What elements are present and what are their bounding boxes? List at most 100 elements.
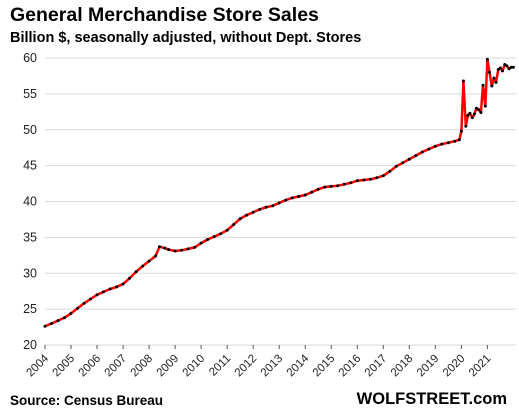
data-point <box>466 113 470 117</box>
data-point <box>474 106 478 110</box>
data-point <box>461 79 465 83</box>
data-point <box>316 187 320 191</box>
data-point <box>446 141 450 145</box>
data-point <box>251 210 255 214</box>
y-tick-label: 20 <box>23 338 37 352</box>
data-point <box>490 84 494 88</box>
data-point <box>368 177 372 181</box>
data-point <box>509 65 513 69</box>
x-tick-label: 2012 <box>233 353 260 380</box>
x-tick-label: 2018 <box>389 353 416 380</box>
data-point <box>63 316 66 320</box>
data-point <box>481 83 485 87</box>
x-axis: 2004 2005 2006 2007 2008 2009 2010 2011 2012 2013… <box>25 345 494 380</box>
data-point <box>121 282 125 286</box>
data-point <box>264 205 268 209</box>
data-point <box>290 196 294 200</box>
y-tick-label: 35 <box>23 230 37 244</box>
data-point <box>245 213 249 217</box>
y-tick-label: 55 <box>23 87 37 101</box>
data-point <box>141 264 145 268</box>
data-point <box>180 248 184 252</box>
y-tick-label: 25 <box>23 302 37 316</box>
source-note: Source: Census Bureau <box>10 393 164 408</box>
data-point <box>82 301 86 305</box>
data-point <box>284 198 288 202</box>
x-tick-label: 2011 <box>207 353 233 379</box>
data-point <box>199 241 203 245</box>
y-axis: 20 25 30 35 40 45 50 55 60 <box>23 51 37 352</box>
data-point <box>488 70 491 74</box>
data-point <box>154 254 158 258</box>
data-point <box>420 150 424 154</box>
data-point <box>56 319 60 323</box>
x-tick-label: 2008 <box>129 353 156 380</box>
data-point <box>115 285 119 289</box>
plot-area <box>43 57 515 328</box>
data-point <box>485 57 489 61</box>
data-point <box>457 138 461 142</box>
data-point <box>464 124 468 128</box>
data-point <box>206 238 210 241</box>
data-point <box>50 322 53 325</box>
data-point <box>163 246 167 250</box>
data-point <box>507 67 511 71</box>
data-point <box>323 185 327 189</box>
data-point <box>108 287 112 291</box>
data-point <box>501 69 504 73</box>
x-tick-label: 2007 <box>103 353 130 380</box>
data-point <box>238 217 242 221</box>
data-point <box>271 204 275 208</box>
data-point <box>219 232 223 236</box>
x-tick-label: 2016 <box>337 353 364 380</box>
data-point <box>375 176 379 180</box>
data-point <box>212 235 216 239</box>
data-point <box>496 68 500 71</box>
x-tick-label: 2020 <box>441 353 468 380</box>
x-tick-label: 2010 <box>181 353 208 380</box>
x-tick-label: 2014 <box>285 352 312 379</box>
data-point <box>505 64 509 68</box>
data-point <box>494 80 498 84</box>
data-point <box>134 270 138 274</box>
x-tick-label: 2006 <box>77 353 104 380</box>
data-point <box>498 66 502 70</box>
data-point <box>43 324 47 328</box>
data-point <box>277 201 281 205</box>
data-point <box>362 178 366 182</box>
data-point <box>477 108 481 112</box>
data-point <box>102 290 105 294</box>
data-point <box>394 164 398 168</box>
data-point <box>193 245 197 249</box>
data-point <box>427 147 431 151</box>
data-point <box>492 76 496 80</box>
data-point <box>342 182 346 186</box>
x-tick-label: 2021 <box>467 353 494 380</box>
data-point <box>407 157 411 161</box>
data-point <box>479 111 483 114</box>
data-point <box>69 311 73 315</box>
x-tick-label: 2009 <box>155 353 182 380</box>
data-point <box>433 144 437 148</box>
data-point <box>453 139 457 143</box>
chart-title: General Merchandise Store Sales <box>10 4 319 26</box>
data-point <box>381 174 385 178</box>
data-point <box>414 154 418 158</box>
data-point <box>186 247 190 251</box>
data-point <box>258 207 262 211</box>
brand-watermark: WOLFSTREET.com <box>356 390 507 408</box>
y-tick-label: 45 <box>23 159 37 173</box>
x-tick-label: 2019 <box>415 353 442 380</box>
y-tick-label: 50 <box>23 123 37 137</box>
gridlines <box>45 57 516 346</box>
data-point <box>459 129 463 133</box>
data-point <box>95 293 99 297</box>
chart-subtitle: Billion $, seasonally adjusted, without … <box>10 30 362 46</box>
data-point <box>232 223 236 226</box>
data-point <box>468 111 472 115</box>
data-point <box>297 195 301 198</box>
data-point <box>355 179 359 183</box>
data-point <box>401 161 405 165</box>
x-tick-label: 2017 <box>363 353 390 380</box>
